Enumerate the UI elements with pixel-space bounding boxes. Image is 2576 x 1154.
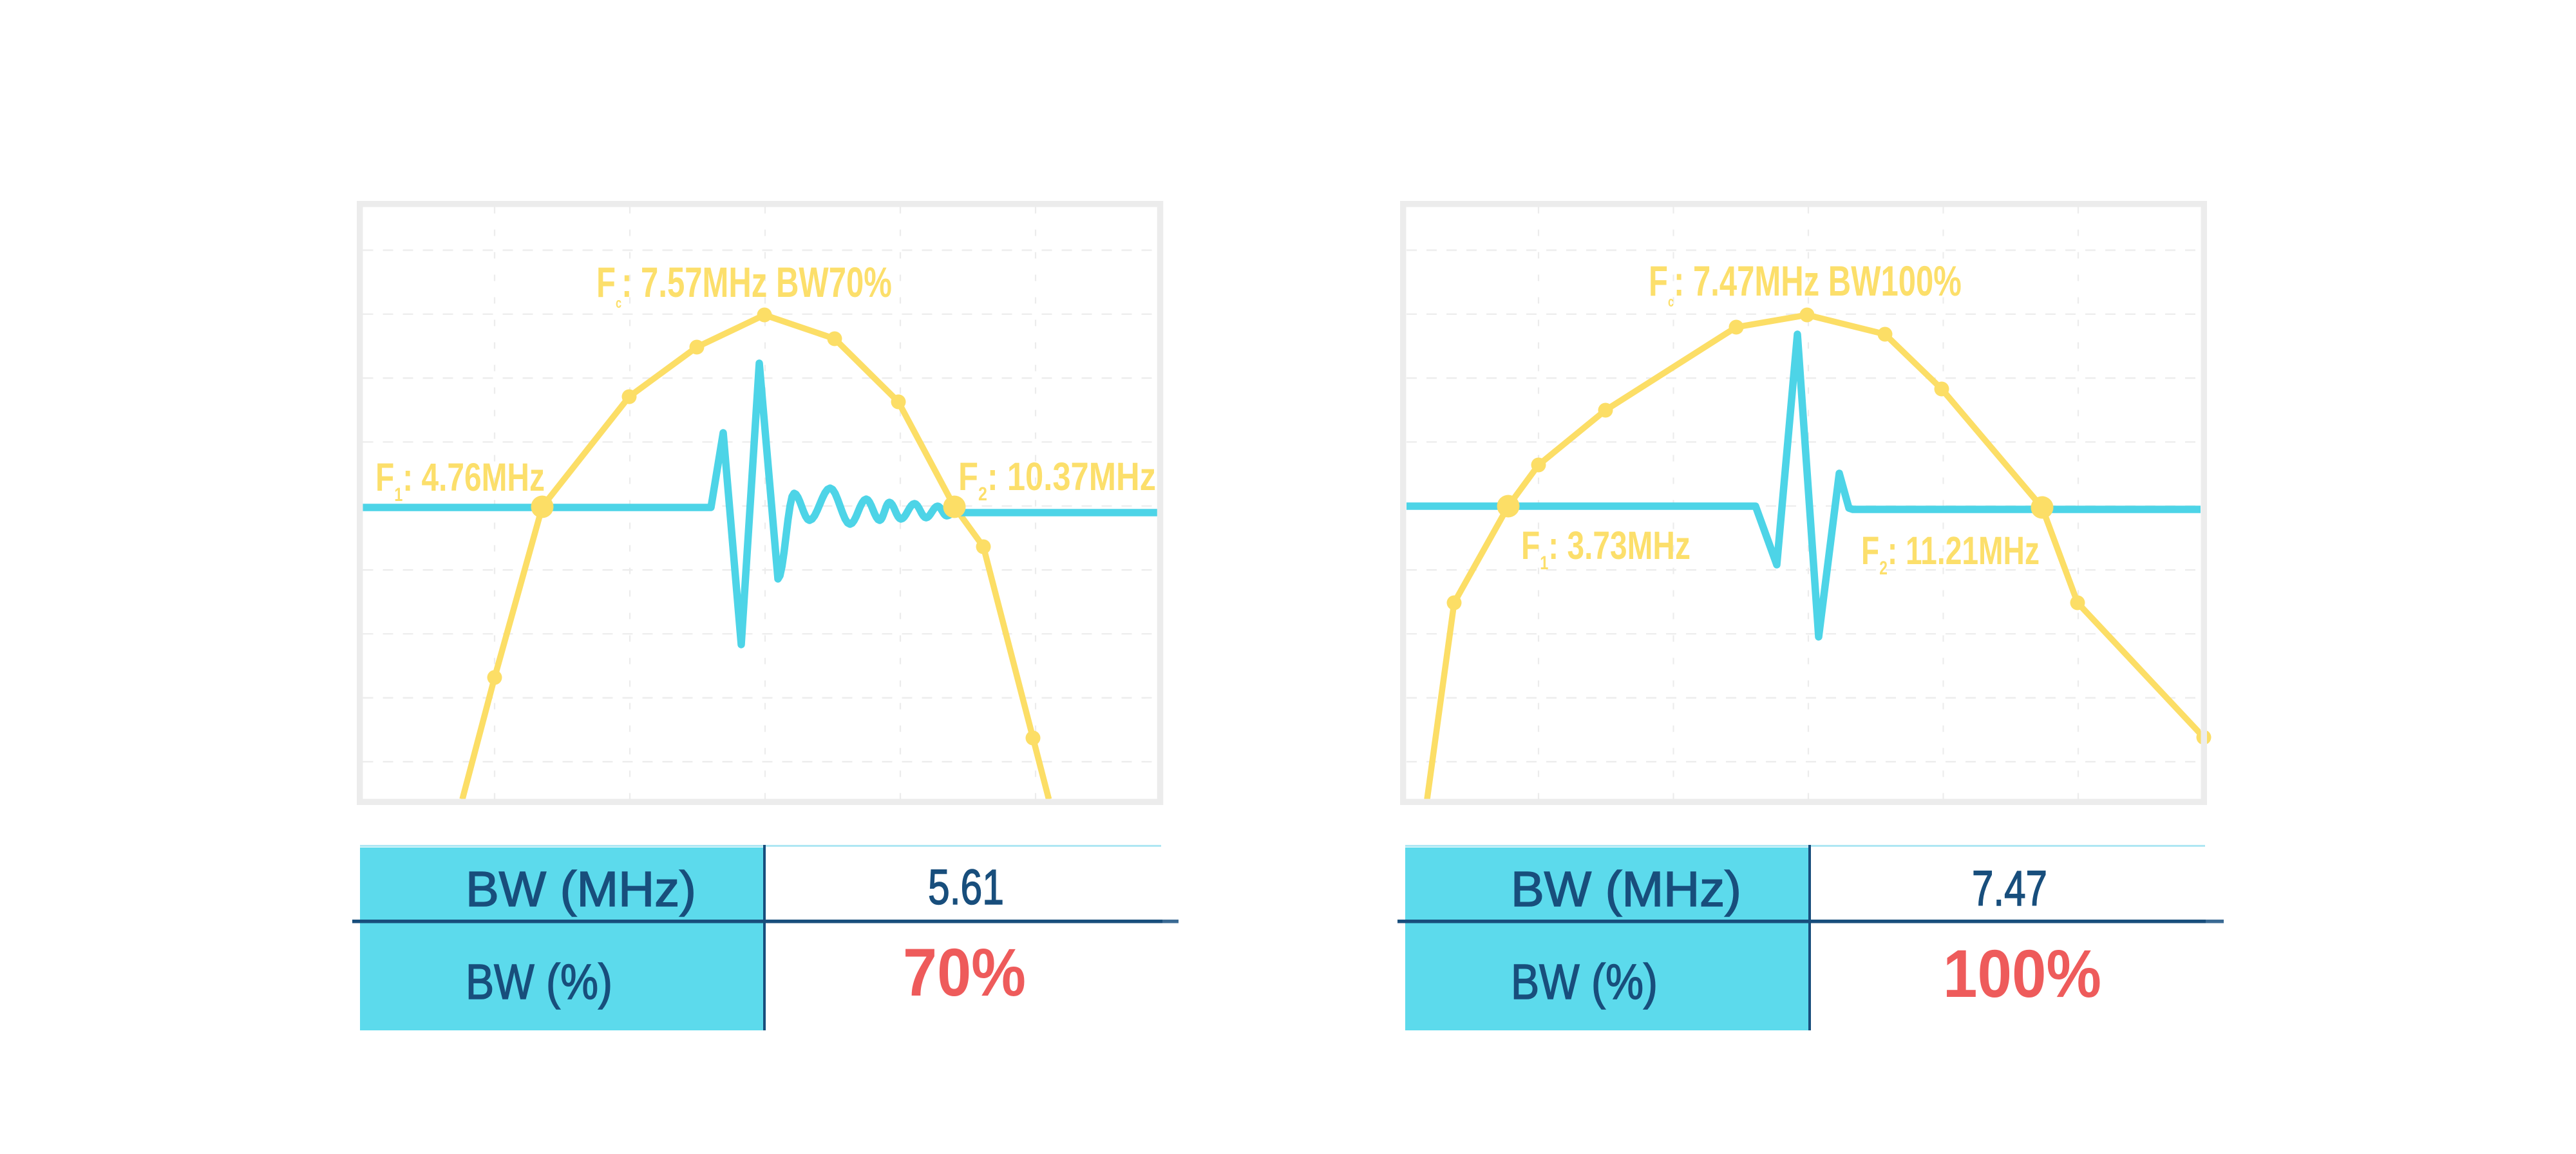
svg-text:100%: 100% <box>1943 936 2101 1012</box>
svg-text:Fc: 7.47MHz BW100%: Fc: 7.47MHz BW100% <box>1649 258 1962 310</box>
svg-text:BW (MHz): BW (MHz) <box>466 862 696 917</box>
svg-text:F1: 4.76MHz: F1: 4.76MHz <box>375 455 545 505</box>
svg-text:F2: 11.21MHz: F2: 11.21MHz <box>1861 529 2040 579</box>
svg-text:Fc: 7.57MHz BW70%: Fc: 7.57MHz BW70% <box>596 259 892 312</box>
svg-text:BW (%): BW (%) <box>1511 954 1658 1010</box>
svg-text:7.47: 7.47 <box>1972 860 2047 916</box>
svg-text:F1: 3.73MHz: F1: 3.73MHz <box>1521 523 1690 573</box>
svg-text:BW (%): BW (%) <box>466 954 612 1010</box>
svg-text:F2: 10.37MHz: F2: 10.37MHz <box>958 455 1156 505</box>
svg-text:BW (MHz): BW (MHz) <box>1511 862 1741 917</box>
svg-text:5.61: 5.61 <box>928 859 1004 915</box>
svg-text:70%: 70% <box>903 935 1026 1010</box>
